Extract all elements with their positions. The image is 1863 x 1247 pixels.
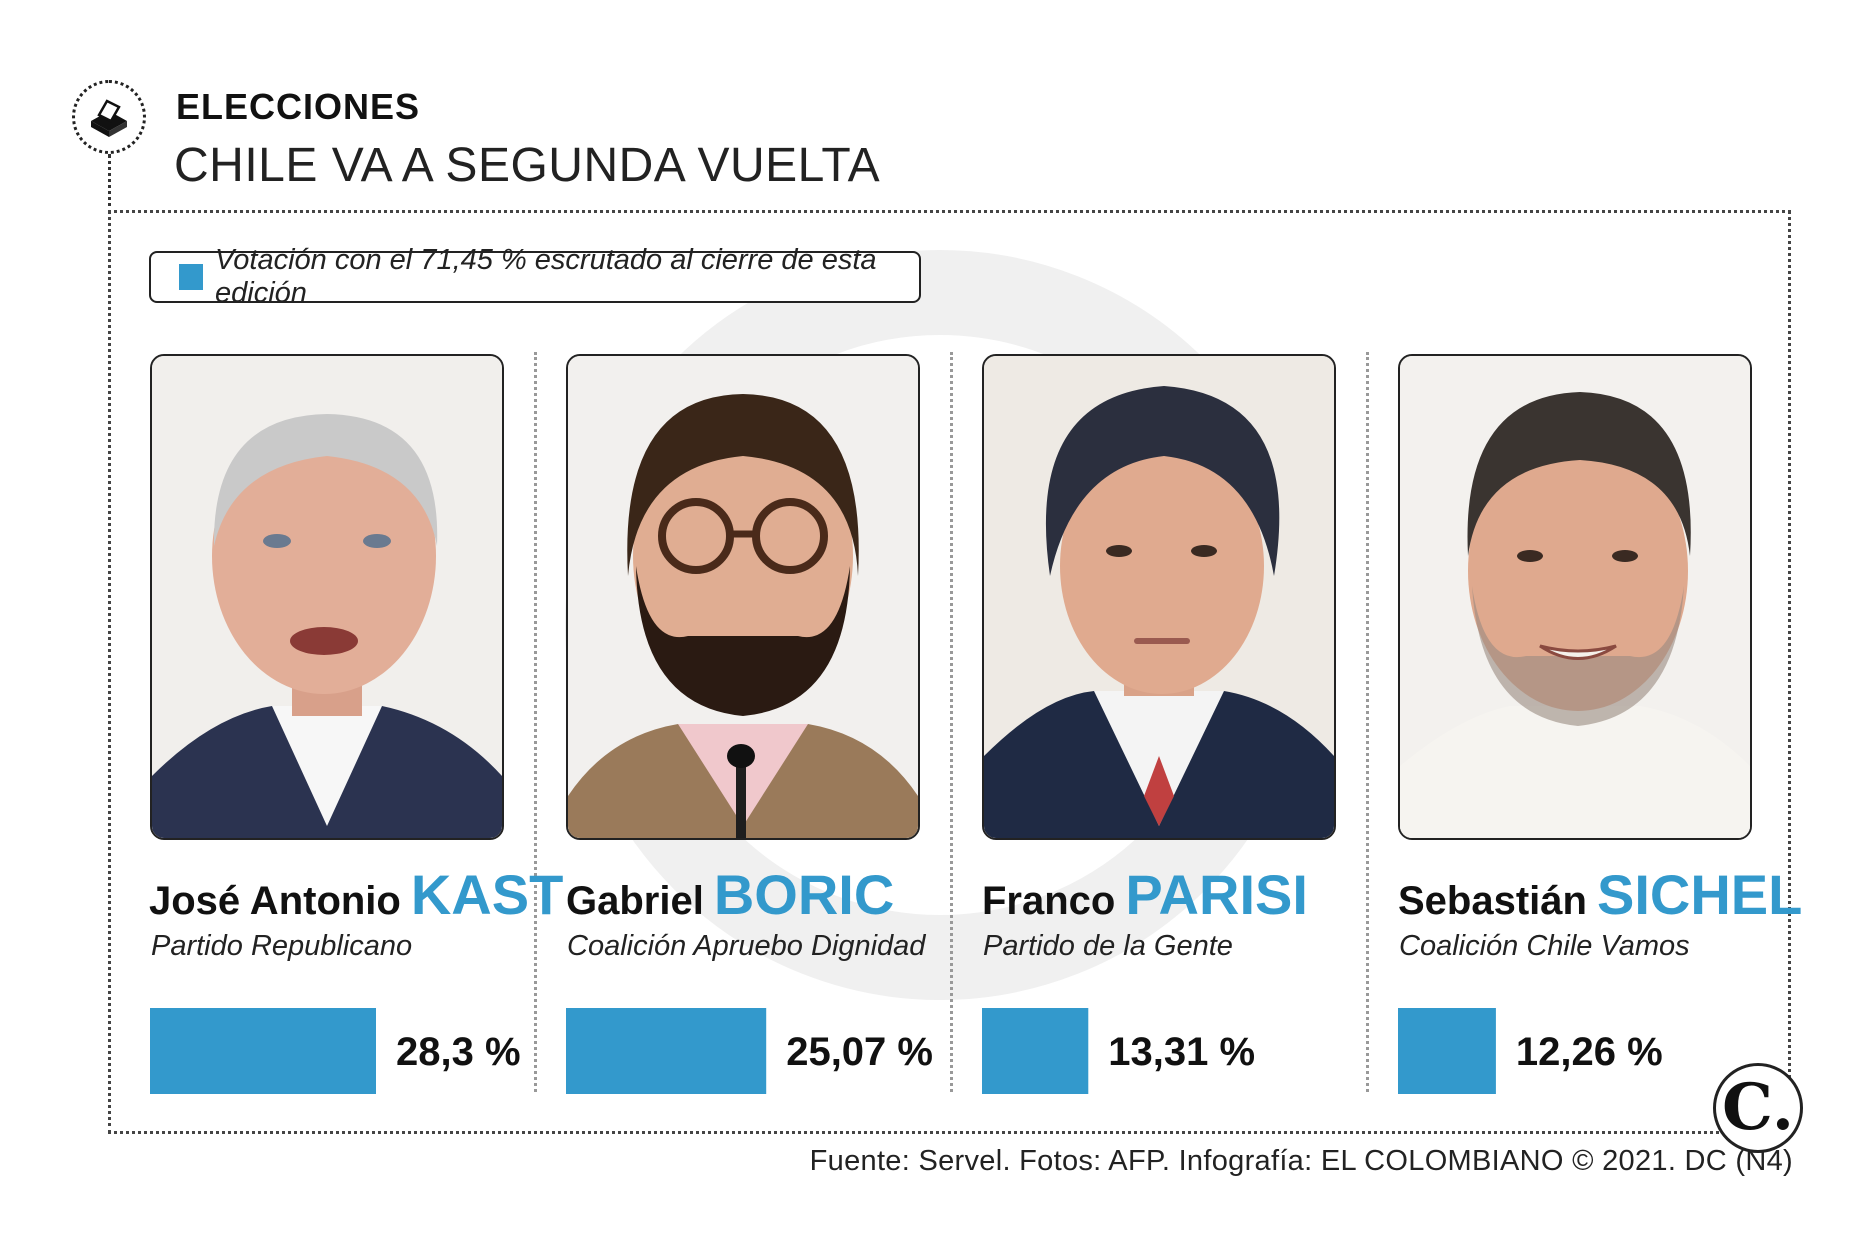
bar-kast (150, 1008, 376, 1094)
candidate-first-name: Gabriel (566, 879, 704, 923)
candidate-first-name: José Antonio (149, 879, 401, 923)
candidate-photo-boric (566, 354, 920, 840)
bar-parisi (982, 1008, 1089, 1094)
candidate-last-name: KAST (410, 863, 564, 926)
party-name-parisi: Partido de la Gente (983, 930, 1233, 962)
legend-text: Votación con el 71,45 % escrutado al cie… (215, 244, 877, 309)
column-divider (1366, 352, 1369, 1092)
header-connector (108, 154, 111, 214)
candidate-name-parisi: Franco PARISI (982, 862, 1308, 927)
section-kicker: ELECCIONES (176, 86, 421, 127)
candidate-name-boric: Gabriel BORIC (566, 862, 894, 927)
column-divider (950, 352, 953, 1092)
candidate-name-kast: José Antonio KAST (149, 862, 563, 927)
candidate-name-sichel: Sebastián SICHEL (1398, 862, 1802, 927)
candidate-last-name: PARISI (1125, 863, 1308, 926)
value-label-kast: 28,3 % (396, 1030, 521, 1074)
candidate-first-name: Franco (982, 879, 1116, 923)
el-colombiano-logo: C. (1713, 1063, 1803, 1153)
candidate-photo-kast (150, 354, 504, 840)
ballot-box-icon (72, 80, 146, 154)
party-name-kast: Partido Republicano (151, 930, 413, 962)
candidate-first-name: Sebastián (1398, 879, 1587, 923)
page-title: CHILE VA A SEGUNDA VUELTA (174, 139, 881, 192)
legend-swatch (179, 264, 204, 290)
value-label-sichel: 12,26 % (1516, 1030, 1663, 1074)
value-label-parisi: 13,31 % (1108, 1030, 1255, 1074)
column-divider (534, 352, 537, 1092)
party-name-sichel: Coalición Chile Vamos (1399, 930, 1690, 962)
candidate-last-name: BORIC (713, 863, 895, 926)
value-label-boric: 25,07 % (786, 1030, 933, 1074)
source-credit: Fuente: Servel. Fotos: AFP. Infografía: … (809, 1145, 1793, 1177)
bar-sichel (1398, 1008, 1496, 1094)
bar-boric (566, 1008, 767, 1094)
candidate-last-name: SICHEL (1596, 863, 1803, 926)
candidate-photo-sichel (1398, 354, 1752, 840)
party-name-boric: Coalición Apruebo Dignidad (567, 930, 926, 962)
candidate-photo-parisi (982, 354, 1336, 840)
legend: Votación con el 71,45 % escrutado al cie… (149, 244, 921, 309)
chart-frame (108, 210, 1791, 1134)
